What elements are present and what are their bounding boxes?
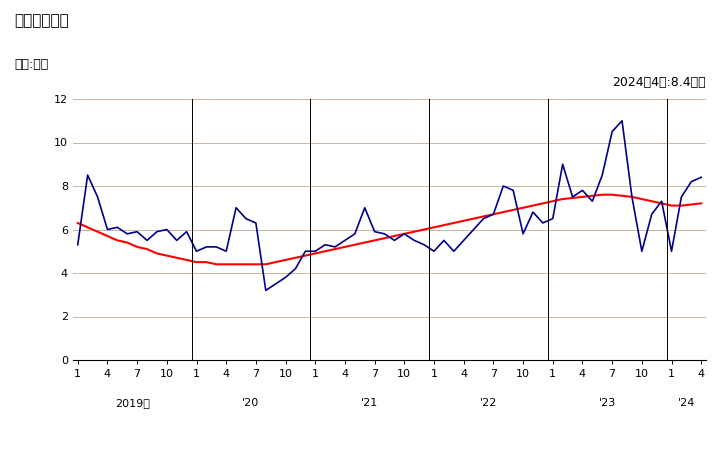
Text: '20: '20 — [242, 398, 260, 408]
Text: '23: '23 — [598, 398, 616, 408]
Text: 2024年4月:8.4億円: 2024年4月:8.4億円 — [612, 76, 706, 90]
Text: 輸入額の推移: 輸入額の推移 — [15, 14, 69, 28]
Text: '21: '21 — [361, 398, 379, 408]
Text: '22: '22 — [480, 398, 497, 408]
Text: 2019年: 2019年 — [115, 398, 150, 408]
Text: '24: '24 — [678, 398, 695, 408]
Text: 単位:億円: 単位:億円 — [15, 58, 49, 72]
